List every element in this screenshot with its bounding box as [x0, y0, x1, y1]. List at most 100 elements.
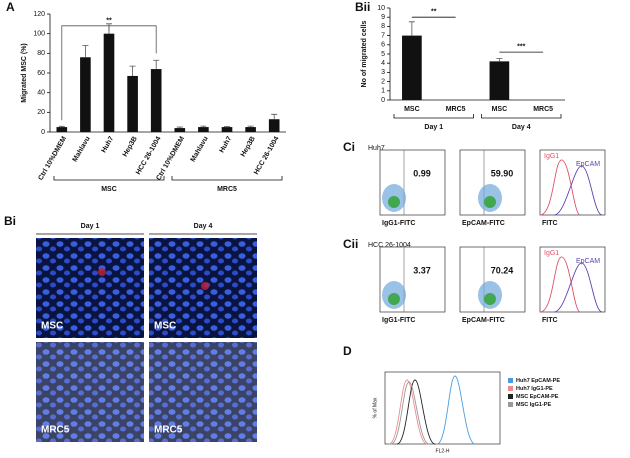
- error-bar: [247, 125, 254, 128]
- panel-label: A: [6, 0, 15, 14]
- sample-label: HCC 26-1004: [368, 242, 411, 249]
- density-core: [484, 293, 496, 305]
- percentage: 59.90: [491, 168, 514, 178]
- x-axis-label: FITC: [542, 317, 558, 324]
- y-axis-label: Migrated MSC (%): [21, 43, 28, 103]
- y-tick-label: 60: [37, 70, 45, 77]
- x-tick-label: HCC 26-1004: [135, 135, 163, 176]
- bar: [80, 57, 91, 133]
- x-tick-label: Ctrl 10%DMEM: [37, 135, 68, 181]
- bar: [245, 127, 256, 132]
- legend-label: Huh7 IgG1-PE: [516, 386, 553, 392]
- x-tick-label: Mahlavu: [72, 135, 92, 163]
- x-tick-label: Hep3B: [240, 135, 257, 158]
- column-header: Day 4: [194, 223, 213, 230]
- panel-label: Ci: [343, 140, 355, 154]
- bar: [268, 119, 280, 132]
- group-bracket: [393, 114, 474, 119]
- legend-epcam: EpCAM: [576, 258, 600, 265]
- percentage: 70.24: [491, 265, 514, 275]
- percentage: 0.99: [413, 168, 431, 178]
- bar: [56, 127, 68, 132]
- y-axis-label: % of Max: [372, 397, 378, 418]
- y-tick-label: 9: [381, 14, 385, 21]
- cell-label: MRC5: [41, 425, 70, 436]
- panel-label: Bii: [355, 0, 370, 14]
- micrograph: [36, 238, 144, 338]
- legend-igg1: IgG1: [544, 250, 559, 257]
- group-bracket: [481, 114, 562, 119]
- x-axis-label: IgG1-FITC: [382, 220, 415, 227]
- group-label: MRC5: [217, 186, 237, 193]
- y-tick-label: 0: [381, 97, 385, 104]
- error-bar: [129, 65, 136, 76]
- legend-label: MSC IgG1-PE: [516, 402, 551, 408]
- y-tick-label: 7: [381, 32, 385, 39]
- error-bar: [200, 125, 207, 128]
- y-axis-label: No of migrated cells: [361, 20, 368, 87]
- density-core: [388, 293, 400, 305]
- bar: [402, 35, 422, 100]
- x-tick-label: Mahlavu: [190, 135, 210, 163]
- y-tick-label: 0: [41, 129, 45, 136]
- error-bar: [58, 125, 65, 128]
- y-tick-label: 3: [381, 69, 385, 76]
- group-bracket: [171, 176, 283, 181]
- group-label: MSC: [101, 186, 117, 193]
- x-axis-label: IgG1-FITC: [382, 317, 415, 324]
- error-bar: [224, 126, 230, 128]
- y-tick-label: 40: [37, 90, 45, 97]
- legend-epcam: EpCAM: [576, 161, 600, 168]
- x-axis-label: FITC: [542, 220, 558, 227]
- significance: **: [106, 18, 112, 25]
- y-tick-label: 100: [33, 31, 45, 38]
- x-tick-label: Huh7: [219, 135, 234, 154]
- panel-label: Cii: [343, 237, 358, 251]
- bar: [198, 127, 209, 132]
- x-tick-label: HCC 26-1004: [253, 135, 281, 176]
- y-tick-label: 1: [381, 88, 385, 95]
- error-bar: [408, 21, 415, 36]
- significance: **: [431, 9, 437, 16]
- cell-label: MRC5: [154, 425, 183, 436]
- legend-swatch: [508, 378, 513, 383]
- legend-swatch: [508, 402, 513, 407]
- legend-label: MSC EpCAM-PE: [516, 394, 559, 400]
- group-label: Day 1: [424, 124, 443, 131]
- significance-bracket: [61, 25, 157, 121]
- x-tick-label: MRC5: [446, 106, 466, 113]
- y-tick-label: 10: [377, 5, 385, 12]
- histogram-curve: [388, 379, 428, 445]
- bar: [127, 75, 138, 132]
- x-tick-label: Hep3B: [122, 135, 139, 158]
- y-tick-label: 20: [37, 109, 45, 116]
- cell-label: MSC: [41, 321, 63, 332]
- histogram-igg1: [539, 159, 581, 216]
- x-axis-label: FL2-H: [436, 448, 450, 454]
- y-tick-label: 6: [381, 42, 385, 49]
- y-tick-label: 80: [37, 50, 45, 57]
- y-tick-label: 4: [381, 60, 385, 67]
- bar: [103, 33, 115, 132]
- error-bar: [82, 45, 89, 58]
- group-label: Day 4: [512, 124, 531, 131]
- bar: [150, 69, 162, 132]
- migrated-cell: [201, 282, 209, 290]
- legend-swatch: [508, 386, 513, 391]
- legend-igg1: IgG1: [544, 153, 559, 160]
- x-axis-label: EpCAM-FITC: [462, 220, 505, 227]
- x-tick-label: MSC: [492, 106, 508, 113]
- percentage: 3.37: [413, 265, 431, 275]
- histogram-igg1: [539, 256, 581, 313]
- legend-label: Huh7 EpCAM-PE: [516, 378, 560, 384]
- error-bar: [271, 113, 278, 120]
- density-core: [484, 196, 496, 208]
- significance: ***: [517, 43, 525, 50]
- x-tick-label: Huh7: [101, 135, 116, 154]
- histogram-curve: [396, 379, 436, 445]
- y-tick-label: 8: [381, 23, 385, 30]
- y-tick-label: 2: [381, 78, 385, 85]
- column-header: Day 1: [81, 223, 100, 230]
- bar: [221, 127, 233, 132]
